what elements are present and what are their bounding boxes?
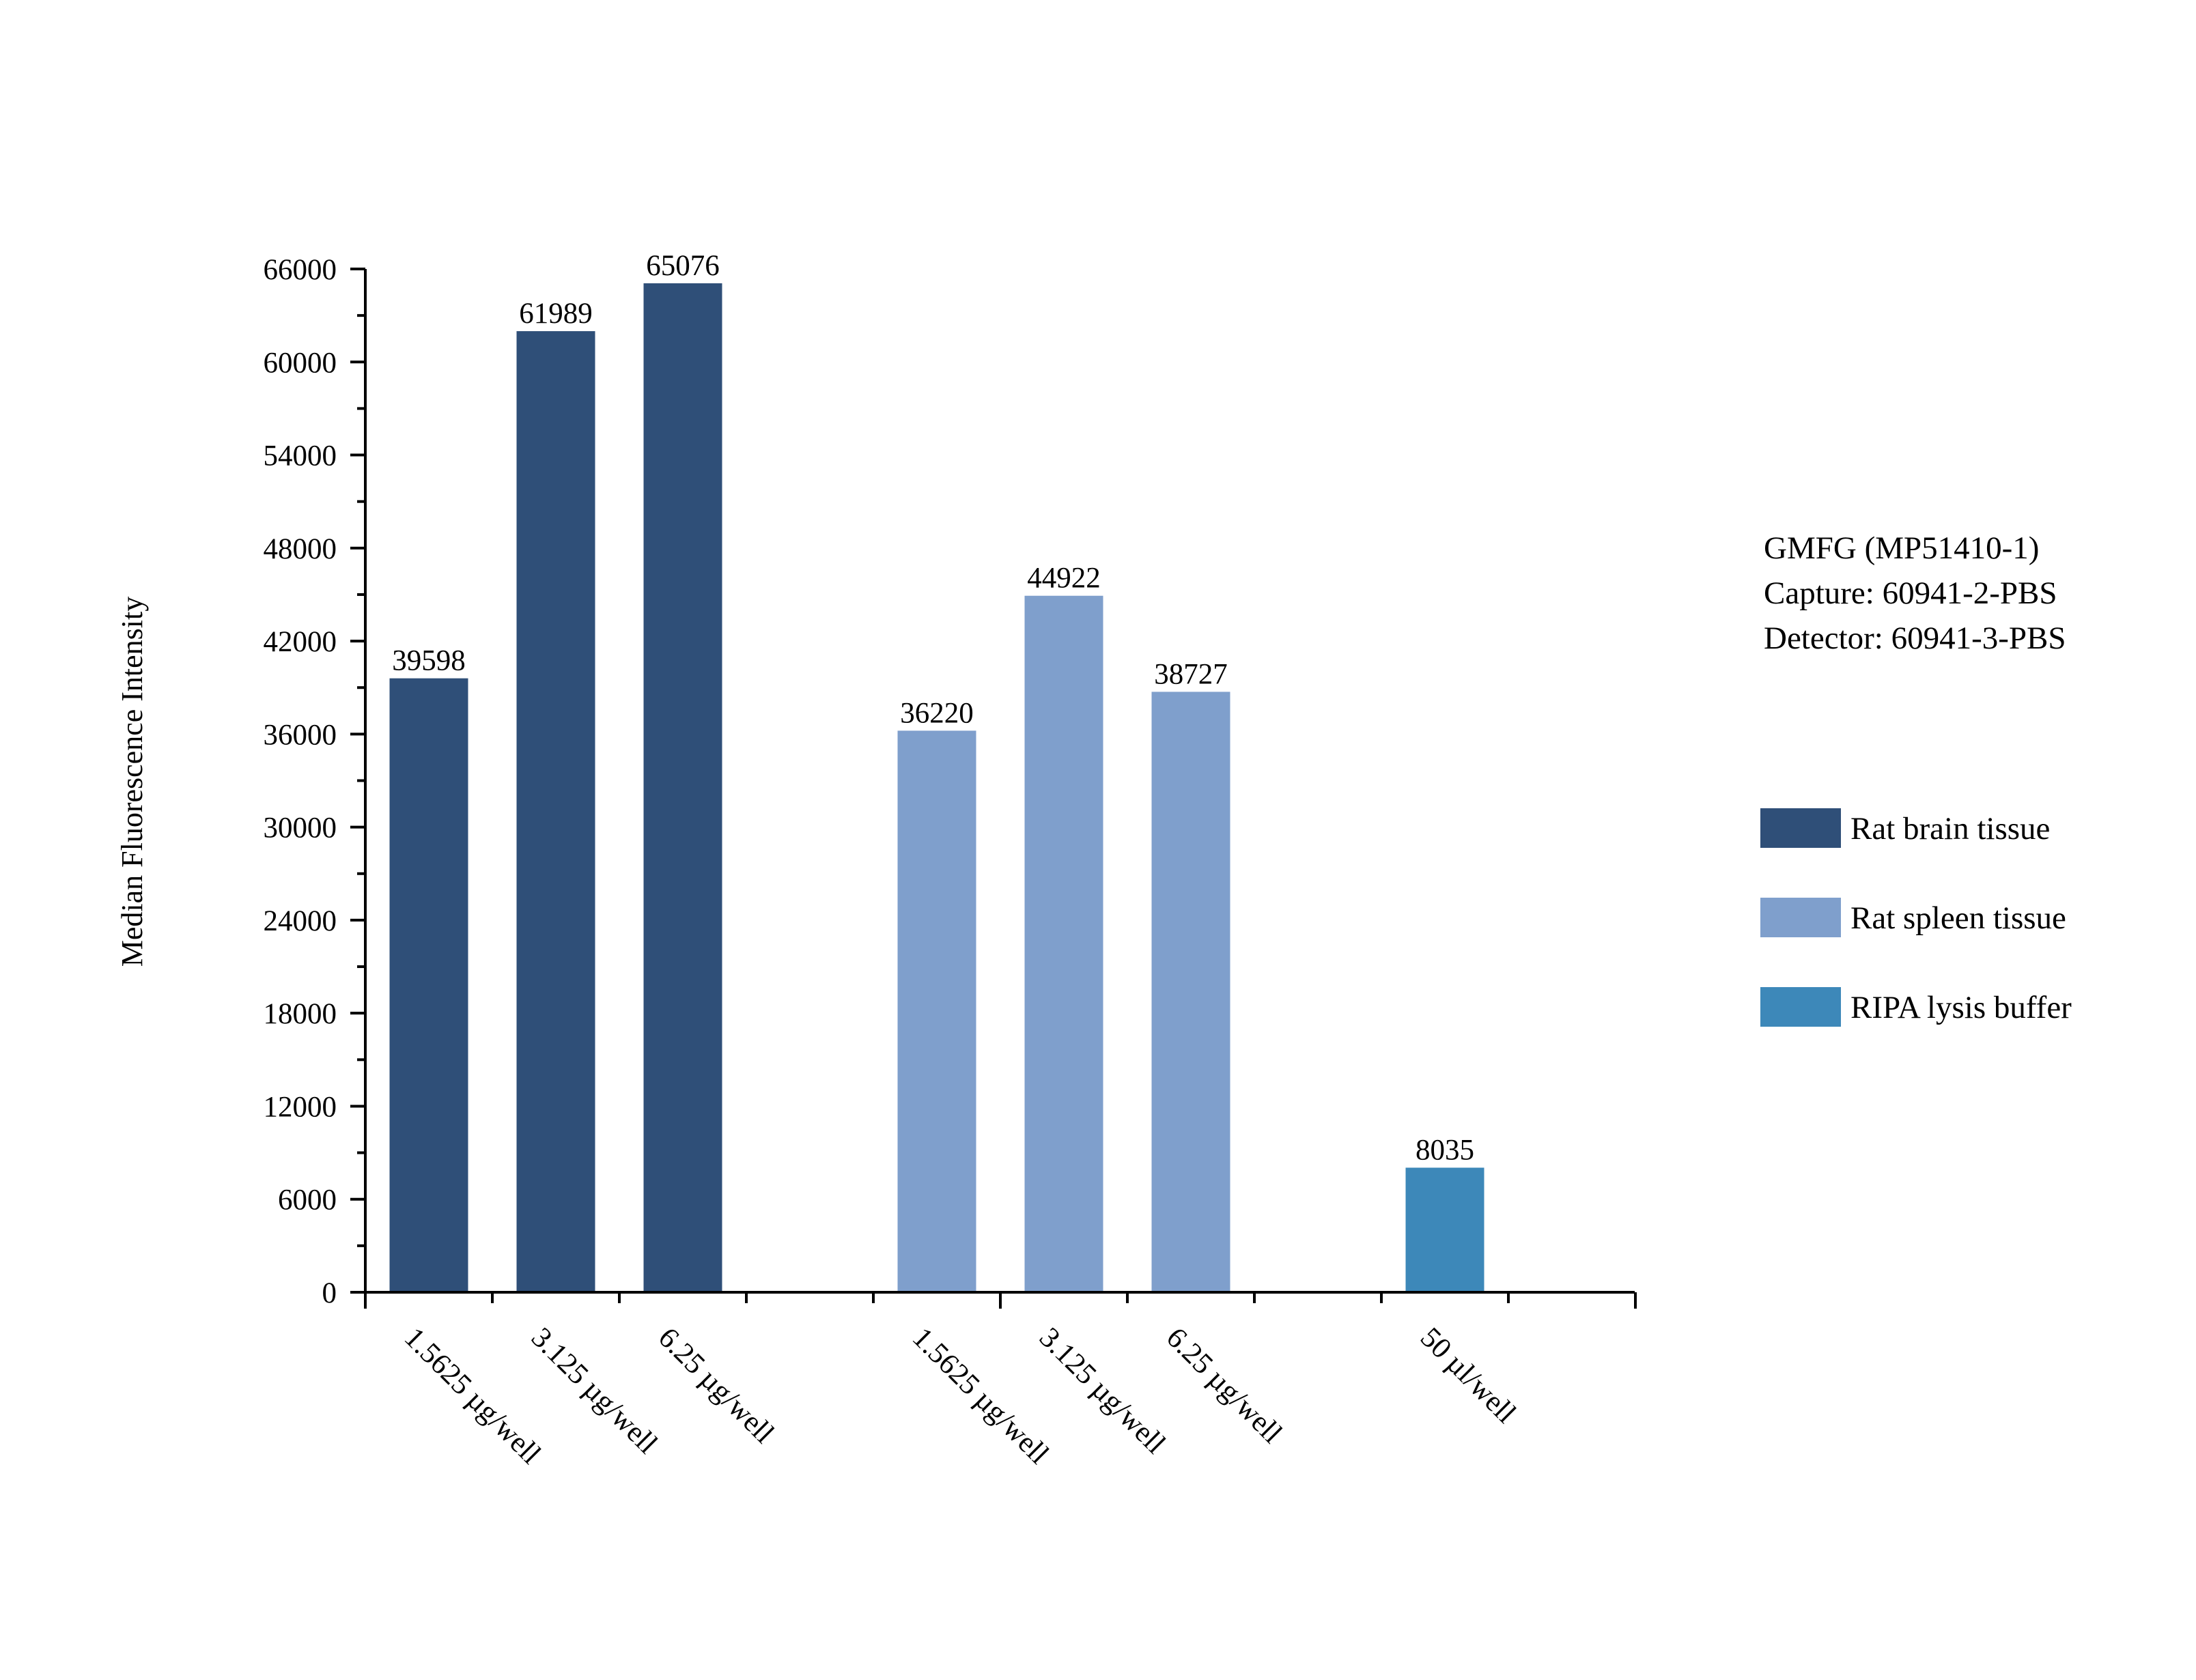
data-labels-layer: 39598 61989 65076 36220 44922 38727 8035 <box>392 250 1474 1167</box>
legend-swatch-ripa <box>1760 987 1841 1027</box>
legend-label-rat-brain: Rat brain tissue <box>1850 811 2050 846</box>
info-line-3: Detector: 60941-3-PBS <box>1764 621 2066 656</box>
bars-layer <box>389 283 1484 1293</box>
bar-value-label: 36220 <box>900 697 974 729</box>
y-tick-label: 66000 <box>264 254 337 286</box>
legend-swatch-rat-spleen <box>1760 898 1841 937</box>
y-tick-label: 6000 <box>278 1184 337 1216</box>
category-label: 50 µl/well <box>1414 1322 1522 1429</box>
category-label: 1.5625 µg/well <box>398 1322 547 1470</box>
info-line-1: GMFG (MP51410-1) <box>1764 530 2039 566</box>
bar <box>1024 595 1103 1292</box>
bar <box>1151 692 1230 1292</box>
y-tick-label: 48000 <box>264 533 337 565</box>
y-tick-label: 24000 <box>264 905 337 937</box>
y-tick-label: 12000 <box>264 1091 337 1123</box>
legend-label-rat-spleen: Rat spleen tissue <box>1850 900 2066 936</box>
x-ticks-layer <box>364 1292 1637 1309</box>
info-line-2: Capture: 60941-2-PBS <box>1764 575 2057 611</box>
category-label: 6.25 µg/well <box>652 1322 780 1450</box>
y-tick-label: 54000 <box>264 440 337 472</box>
y-ticks-layer: 0 6000 12000 18000 24000 30000 36000 42000 48000… <box>264 254 365 1309</box>
bar <box>897 730 976 1292</box>
category-label: 6.25 µg/well <box>1160 1322 1289 1450</box>
bar <box>389 678 468 1292</box>
legend-swatch-rat-brain <box>1760 808 1841 848</box>
bar <box>1405 1167 1484 1292</box>
y-tick-label: 60000 <box>264 347 337 379</box>
legend-label-ripa: RIPA lysis buffer <box>1850 990 2072 1025</box>
bar-value-label: 38727 <box>1154 658 1228 690</box>
bar <box>516 331 595 1292</box>
bar-value-label: 39598 <box>392 645 466 677</box>
legend: Rat brain tissue Rat spleen tissue RIPA … <box>1760 808 2072 1027</box>
category-label: 3.125 µg/well <box>525 1322 664 1460</box>
y-tick-label: 42000 <box>264 626 337 658</box>
y-tick-label: 0 <box>322 1277 337 1309</box>
y-tick-label: 36000 <box>264 719 337 751</box>
category-label: 1.5625 µg/well <box>906 1322 1055 1470</box>
category-label: 3.125 µg/well <box>1033 1322 1172 1460</box>
bar-value-label: 65076 <box>646 250 720 282</box>
y-tick-label: 30000 <box>264 812 337 844</box>
bar <box>643 283 722 1293</box>
bar-value-label: 61989 <box>519 298 593 330</box>
bar-value-label: 44922 <box>1027 563 1101 595</box>
info-block: GMFG (MP51410-1) Capture: 60941-2-PBS De… <box>1764 530 2066 656</box>
y-tick-label: 18000 <box>264 998 337 1030</box>
bar-value-label: 8035 <box>1416 1135 1474 1167</box>
y-axis-title: Median Fluorescence Intensity <box>115 597 149 967</box>
